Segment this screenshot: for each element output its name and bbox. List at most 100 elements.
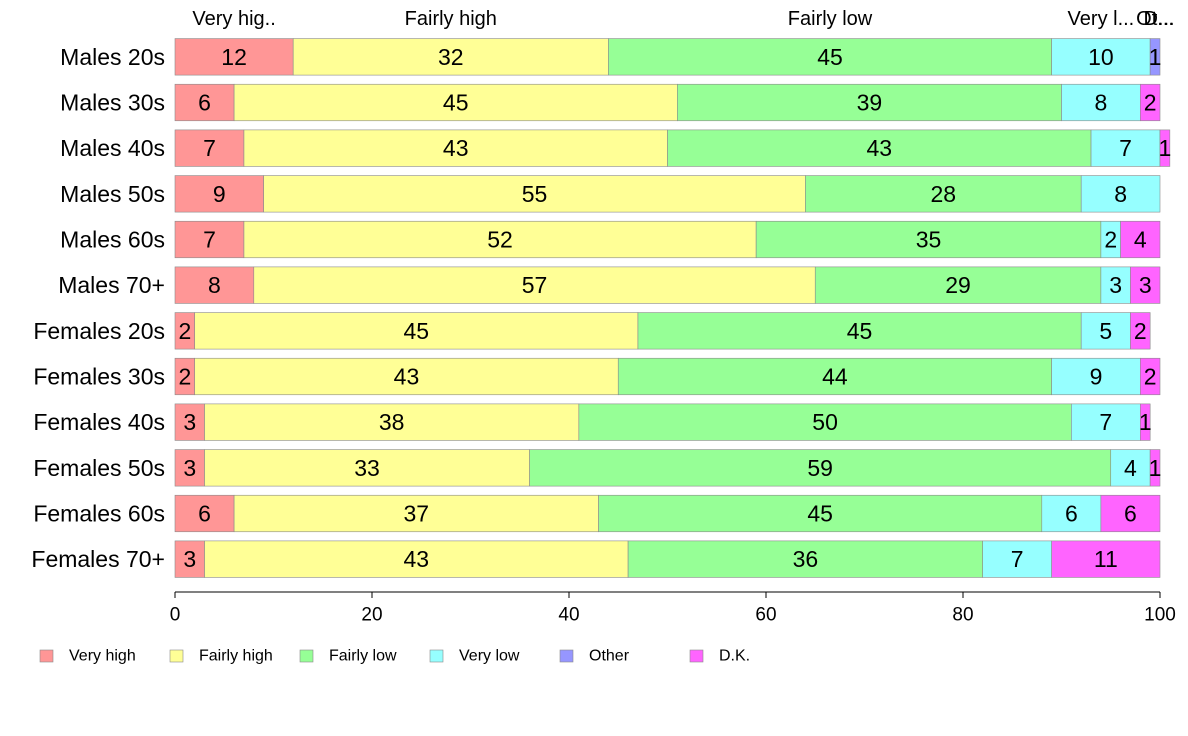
bar-segment-fairly-high xyxy=(253,266,816,304)
data-label: 2 xyxy=(1144,364,1157,390)
bar-segment-fairly-high xyxy=(233,83,678,122)
data-label: 12 xyxy=(221,44,247,70)
bar-segment-fairly-low xyxy=(677,83,1062,122)
data-label: 36 xyxy=(793,546,819,572)
bar-segment-very-high xyxy=(174,175,264,213)
category-label: Females 30s xyxy=(33,364,165,390)
bar-segment-d-k xyxy=(1120,220,1161,259)
category-label: Males 30s xyxy=(60,90,165,116)
data-label: 43 xyxy=(394,364,420,390)
category-label: Females 50s xyxy=(33,455,165,481)
data-label: 1 xyxy=(1139,409,1152,435)
bar-segment-very-low xyxy=(1061,83,1141,122)
legend-swatch-very-high xyxy=(39,649,54,663)
top-series-label: Fairly low xyxy=(788,8,873,30)
data-label: 9 xyxy=(1090,364,1103,390)
data-label: 52 xyxy=(487,227,513,253)
bar-segment-fairly-low xyxy=(617,357,1052,396)
data-label: 37 xyxy=(404,501,430,527)
x-tick-label: 40 xyxy=(558,605,579,626)
data-label: 45 xyxy=(807,501,833,527)
x-tick-label: 80 xyxy=(952,605,973,626)
bar-segment-very-high xyxy=(174,38,294,76)
data-label: 2 xyxy=(178,364,191,390)
data-label: 33 xyxy=(354,455,380,481)
bar-segment-fairly-low xyxy=(814,266,1102,304)
bar-segment-very-low xyxy=(1051,357,1141,396)
data-label: 2 xyxy=(1134,318,1147,344)
data-label: 35 xyxy=(916,227,942,253)
data-label: 39 xyxy=(857,90,883,116)
bar-segment-fairly-low xyxy=(578,403,1072,441)
bar-segment-very-high xyxy=(174,129,245,167)
data-label: 6 xyxy=(1065,501,1078,527)
bar-segment-fairly-high xyxy=(233,494,599,533)
data-label: 6 xyxy=(198,90,211,116)
data-label: 3 xyxy=(183,546,196,572)
legend-label: Other xyxy=(589,648,630,665)
bar-segment-very-high xyxy=(174,83,235,122)
legend-swatch-other xyxy=(559,649,574,663)
data-label: 44 xyxy=(822,364,848,390)
bar-segment-fairly-low xyxy=(598,494,1043,533)
bar-segment-fairly-high xyxy=(194,357,619,396)
data-label: 7 xyxy=(203,135,216,161)
top-series-label: D... xyxy=(1143,8,1174,30)
data-label: 2 xyxy=(178,318,191,344)
data-label: 32 xyxy=(438,44,464,70)
bar-segment-very-low xyxy=(982,540,1052,578)
top-series-label: Ot... xyxy=(1136,8,1174,30)
data-label: 43 xyxy=(404,546,430,572)
data-label: 29 xyxy=(945,272,971,298)
data-label: 2 xyxy=(1104,227,1117,253)
bar-segment-d-k xyxy=(1140,83,1161,122)
bar-segment-fairly-high xyxy=(292,38,609,76)
data-label: 1 xyxy=(1149,455,1162,481)
data-label: 45 xyxy=(847,318,873,344)
bar-segment-d-k xyxy=(1140,403,1151,441)
legend-swatch-fairly-high xyxy=(169,649,184,663)
data-label: 9 xyxy=(213,181,226,207)
data-label: 7 xyxy=(1119,135,1132,161)
bar-segment-very-low xyxy=(1100,266,1131,304)
legend-swatch-d-k xyxy=(689,649,704,663)
data-label: 43 xyxy=(866,135,892,161)
bar-segment-fairly-high xyxy=(194,312,639,350)
bar-segment-very-high xyxy=(174,540,205,578)
data-label: 3 xyxy=(183,455,196,481)
data-label: 55 xyxy=(522,181,548,207)
data-label: 7 xyxy=(203,227,216,253)
bar-segment-fairly-low xyxy=(805,175,1082,213)
data-label: 1 xyxy=(1159,135,1172,161)
data-label: 43 xyxy=(443,135,469,161)
bar-segment-very-low xyxy=(1071,403,1141,441)
bar-segment-fairly-high xyxy=(204,449,530,487)
legend-swatch-very-low xyxy=(429,649,444,663)
data-label: 28 xyxy=(931,181,957,207)
data-label: 8 xyxy=(1095,90,1108,116)
data-label: 45 xyxy=(443,90,469,116)
data-label: 3 xyxy=(1109,272,1122,298)
category-label: Males 70+ xyxy=(58,272,165,298)
data-label: 50 xyxy=(812,409,838,435)
bar-segment-d-k xyxy=(1149,449,1161,487)
x-tick-label: 60 xyxy=(755,605,776,626)
data-label: 57 xyxy=(522,272,548,298)
data-label: 10 xyxy=(1088,44,1114,70)
data-label: 6 xyxy=(1124,501,1137,527)
data-label: 45 xyxy=(404,318,430,344)
category-label: Males 50s xyxy=(60,181,165,207)
bar-segment-very-low xyxy=(1051,38,1151,76)
data-label: 1 xyxy=(1149,44,1162,70)
bar-segment-d-k xyxy=(1051,540,1161,578)
data-label: 8 xyxy=(208,272,221,298)
bar-segment-very-high xyxy=(174,449,205,487)
data-label: 5 xyxy=(1099,318,1112,344)
bar-segment-very-low xyxy=(1080,175,1161,213)
legend-label: Very high xyxy=(69,648,136,665)
data-label: 11 xyxy=(1094,546,1118,572)
bar-segment-very-low xyxy=(1080,312,1131,350)
bar-segment-very-low xyxy=(1041,494,1102,533)
data-label: 3 xyxy=(1139,272,1152,298)
